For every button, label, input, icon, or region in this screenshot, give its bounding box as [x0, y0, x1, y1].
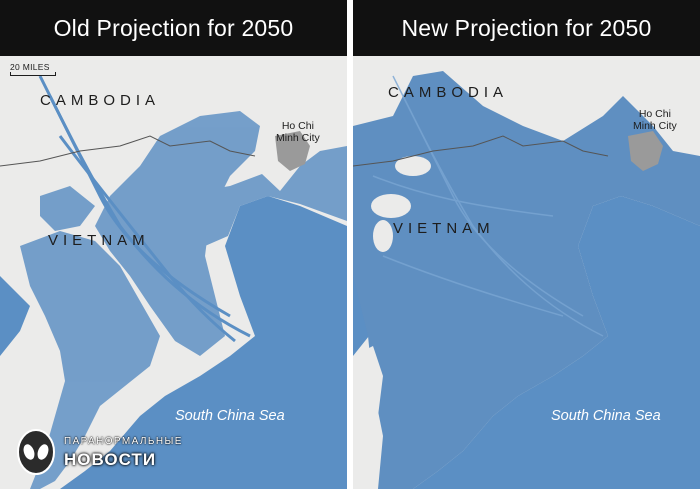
new-projection-map	[353, 56, 700, 489]
sea-label: South China Sea	[175, 408, 285, 424]
river-channels	[372, 75, 604, 337]
scale-label: 20 MILES	[10, 62, 50, 72]
watermark-top-text: ПАРАНОРМАЛЬНЫЕ	[64, 436, 183, 447]
city-label-hcmc: Ho Chi Minh City	[633, 108, 677, 132]
country-label-vietnam: VIETNAM	[393, 220, 495, 237]
city-label-hcmc: Ho Chi Minh City	[276, 120, 320, 144]
city-label-line1: Ho Chi	[638, 108, 671, 120]
flooded-area	[353, 71, 700, 489]
new-projection-panel: New Projection for 2050 CAMBODIA VIETNAM…	[353, 0, 700, 489]
old-projection-map	[0, 56, 347, 489]
country-border	[353, 135, 609, 167]
old-projection-panel: Old Projection for 2050 20 MILES CAMBODI…	[0, 0, 347, 489]
city-label-line2: Minh City	[276, 132, 320, 144]
old-projection-title: Old Projection for 2050	[53, 14, 294, 41]
sea-label: South China Sea	[551, 408, 661, 424]
city-label-line2: Minh City	[633, 120, 677, 132]
urban-area	[275, 131, 310, 171]
scale-bar	[10, 72, 56, 76]
urban-area	[628, 131, 663, 171]
watermark-bottom-text: НОВОСТИ	[64, 450, 157, 469]
country-label-vietnam: VIETNAM	[48, 232, 150, 249]
country-border	[0, 135, 256, 167]
river-channels	[38, 75, 251, 343]
remaining-land	[353, 156, 431, 476]
country-label-cambodia: CAMBODIA	[40, 92, 161, 109]
flooded-area	[20, 111, 347, 489]
watermark-logo: ПАРАНОРМАЛЬНЫЕ НОВОСТИ	[10, 428, 181, 480]
city-label-line1: Ho Chi	[281, 120, 314, 132]
alien-head-icon	[17, 429, 55, 475]
new-projection-title: New Projection for 2050	[401, 14, 652, 41]
country-label-cambodia: CAMBODIA	[388, 84, 509, 101]
